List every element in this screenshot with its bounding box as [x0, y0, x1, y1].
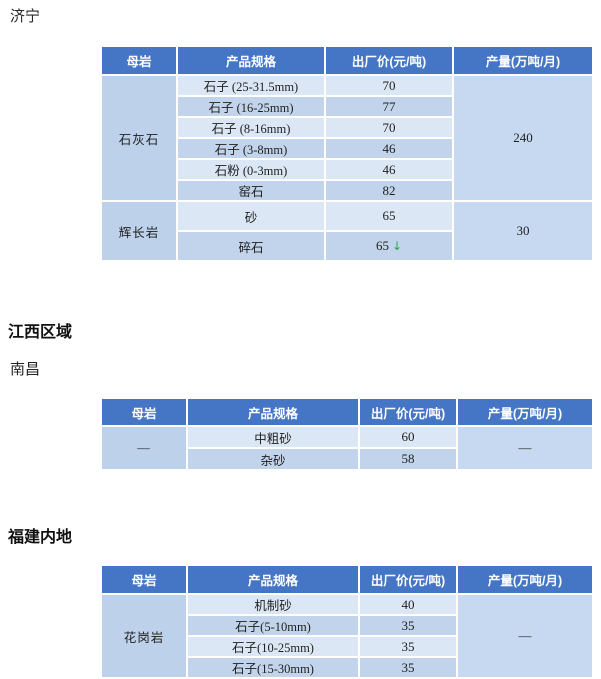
spec-cell: 杂砂	[186, 447, 360, 471]
price-table-nanchang: 母岩 产品规格 出厂价(元/吨) 产量(万吨/月) — 中粗砂 60 — 杂砂 …	[100, 397, 594, 471]
price-cell: 70	[324, 116, 454, 139]
table-row: 石灰石 石子 (25-31.5mm) 70 240	[100, 74, 594, 202]
table-row: 花岗岩 机制砂 40 —	[100, 593, 594, 679]
spec-cell: 窑石	[176, 179, 326, 202]
table-header-row: 母岩 产品规格 出厂价(元/吨) 产量(万吨/月)	[100, 45, 594, 76]
spec-cell: 石子 (8-16mm)	[176, 116, 326, 139]
spec-cell: 中粗砂	[186, 425, 360, 449]
table-row: 石子(10-25mm) 35	[101, 635, 593, 658]
header-cell-rock: 母岩	[100, 564, 188, 595]
header-cell-production: 产量(万吨/月)	[452, 45, 594, 76]
rock-cell: 花岗岩	[100, 593, 188, 679]
price-cell: 60	[358, 425, 458, 449]
price-table-jining: 母岩 产品规格 出厂价(元/吨) 产量(万吨/月) 石灰石 石子 (25-31.…	[100, 45, 594, 262]
table-row: 窑石 82	[101, 179, 593, 202]
header-cell-rock: 母岩	[100, 45, 178, 76]
price-down-arrow-icon: ↓	[391, 239, 403, 253]
spec-cell: 石子 (16-25mm)	[176, 95, 326, 118]
rock-cell: 辉长岩	[100, 200, 178, 262]
region-heading-fujian: 福建内地	[8, 529, 73, 546]
city-title-jining: 济宁	[10, 9, 41, 25]
price-cell: 35	[358, 635, 458, 658]
header-cell-price: 出厂价(元/吨)	[358, 564, 458, 595]
price-value: 65	[375, 238, 389, 253]
table-row: 石子 (3-8mm) 46	[101, 137, 593, 160]
price-cell: 46	[324, 137, 454, 160]
header-cell-price: 出厂价(元/吨)	[324, 45, 454, 76]
production-cell: 240	[452, 74, 594, 202]
price-cell: 82	[324, 179, 454, 202]
table-row: 石子 (16-25mm) 77	[101, 95, 593, 118]
header-cell-spec: 产品规格	[176, 45, 326, 76]
price-cell: 65	[324, 200, 454, 232]
spec-cell: 石子(15-30mm)	[186, 656, 360, 679]
header-cell-production: 产量(万吨/月)	[456, 397, 594, 427]
table-header-row: 母岩 产品规格 出厂价(元/吨) 产量(万吨/月)	[100, 397, 594, 427]
city-title-nanchang: 南昌	[10, 362, 41, 378]
header-cell-production: 产量(万吨/月)	[456, 564, 594, 595]
rock-cell: —	[100, 425, 188, 471]
spec-cell: 石粉 (0-3mm)	[176, 158, 326, 181]
table-row: 石子 (8-16mm) 70	[101, 116, 593, 139]
header-cell-spec: 产品规格	[186, 397, 360, 427]
price-cell: 70	[324, 74, 454, 97]
region-heading-jiangxi: 江西区域	[8, 324, 73, 341]
price-cell: 77	[324, 95, 454, 118]
spec-cell: 机制砂	[186, 593, 360, 616]
spec-cell: 石子 (25-31.5mm)	[176, 74, 326, 97]
header-cell-rock: 母岩	[100, 397, 188, 427]
spec-cell: 碎石	[176, 230, 326, 262]
table-row: 石粉 (0-3mm) 46	[101, 158, 593, 181]
table-row: 碎石 65 ↓	[101, 230, 593, 262]
spec-cell: 石子(10-25mm)	[186, 635, 360, 658]
price-cell: 40	[358, 593, 458, 616]
table-row: 辉长岩 砂 65 30	[100, 200, 594, 262]
production-cell: 30	[452, 200, 594, 262]
price-cell: 46	[324, 158, 454, 181]
table-header-row: 母岩 产品规格 出厂价(元/吨) 产量(万吨/月)	[100, 564, 594, 595]
header-cell-spec: 产品规格	[186, 564, 360, 595]
price-cell: 58	[358, 447, 458, 471]
table-row: 杂砂 58	[101, 447, 593, 471]
price-cell: 65 ↓	[324, 230, 454, 262]
price-table-fujian: 母岩 产品规格 出厂价(元/吨) 产量(万吨/月) 花岗岩 机制砂 40 — 石…	[100, 564, 594, 679]
price-cell: 35	[358, 614, 458, 637]
header-cell-price: 出厂价(元/吨)	[358, 397, 458, 427]
production-cell: —	[456, 593, 594, 679]
spec-cell: 石子(5-10mm)	[186, 614, 360, 637]
price-cell: 35	[358, 656, 458, 679]
table-row: 石子(5-10mm) 35	[101, 614, 593, 637]
rock-cell: 石灰石	[100, 74, 178, 202]
spec-cell: 砂	[176, 200, 326, 232]
production-cell: —	[456, 425, 594, 471]
table-row: — 中粗砂 60 —	[100, 425, 594, 471]
spec-cell: 石子 (3-8mm)	[176, 137, 326, 160]
